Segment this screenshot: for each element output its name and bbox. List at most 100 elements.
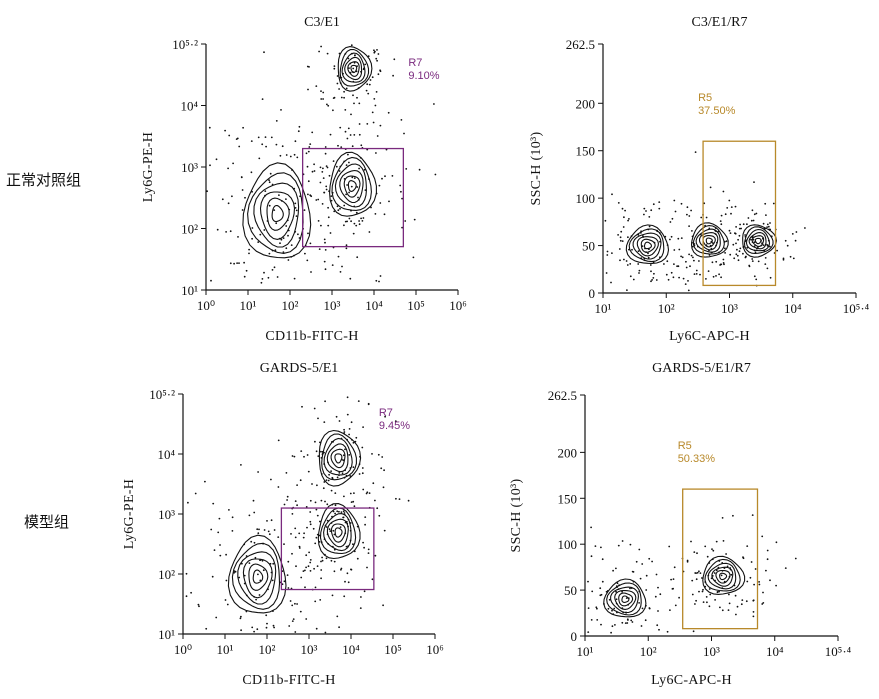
- event-dot: [407, 499, 410, 502]
- event-dot: [709, 186, 712, 189]
- event-dot: [229, 230, 232, 233]
- event-dot: [601, 558, 604, 561]
- event-dot: [336, 205, 339, 208]
- event-dot: [305, 566, 307, 569]
- event-dot: [751, 209, 754, 212]
- event-dot: [347, 57, 350, 60]
- event-dot: [715, 275, 717, 277]
- event-dot: [371, 453, 373, 455]
- event-dot: [782, 258, 785, 261]
- event-dot: [672, 276, 675, 279]
- event-dot: [237, 236, 239, 238]
- event-dot: [313, 407, 316, 410]
- event-dot: [352, 500, 355, 503]
- event-dot: [294, 631, 297, 633]
- event-dot: [293, 455, 296, 458]
- event-dot: [296, 156, 299, 159]
- event-dot: [714, 599, 716, 601]
- contour-line: [323, 437, 353, 476]
- event-dot: [708, 588, 711, 590]
- event-dot: [721, 517, 724, 519]
- event-dot: [306, 165, 309, 168]
- contour-line: [330, 448, 346, 469]
- event-dot: [587, 580, 589, 583]
- event-dot: [187, 501, 189, 504]
- event-dot: [766, 226, 768, 229]
- event-dot: [794, 557, 797, 560]
- event-dot: [627, 619, 629, 621]
- event-dot: [647, 256, 650, 259]
- event-dot: [705, 216, 708, 219]
- event-dot: [334, 512, 336, 515]
- event-dot: [287, 587, 290, 589]
- event-dot: [294, 500, 297, 502]
- event-dot: [261, 98, 264, 100]
- event-dot: [655, 279, 658, 281]
- event-dot: [317, 417, 319, 420]
- contour-line: [326, 443, 349, 473]
- event-dot: [611, 625, 614, 628]
- event-dot: [615, 567, 617, 570]
- event-dot: [229, 262, 232, 265]
- event-dot: [748, 264, 751, 267]
- event-dot: [212, 502, 215, 505]
- event-dot: [766, 267, 769, 270]
- contour-line: [334, 453, 343, 464]
- event-dot: [343, 428, 345, 431]
- event-dot: [305, 506, 308, 508]
- event-dot: [291, 604, 294, 607]
- event-dot: [729, 232, 732, 235]
- event-dot: [264, 190, 267, 193]
- event-dot: [740, 603, 743, 606]
- event-dot: [344, 109, 347, 111]
- event-dot: [739, 247, 742, 250]
- event-dot: [343, 224, 345, 227]
- contour-line: [748, 232, 767, 250]
- event-dot: [185, 595, 188, 598]
- event-dot: [769, 276, 772, 279]
- event-dot: [705, 278, 707, 280]
- event-dot: [720, 263, 723, 266]
- event-dot: [356, 557, 359, 560]
- event-dot: [650, 280, 652, 283]
- event-dot: [345, 247, 348, 250]
- event-dot: [348, 217, 351, 220]
- event-dot: [698, 570, 700, 573]
- event-dot: [329, 133, 332, 136]
- event-dot: [352, 67, 355, 70]
- event-dot: [317, 198, 320, 201]
- event-dot: [596, 607, 598, 610]
- event-dot: [653, 272, 655, 275]
- event-dot: [288, 625, 291, 627]
- event-dot: [331, 594, 334, 597]
- event-dot: [306, 259, 309, 262]
- event-dot: [346, 184, 348, 186]
- event-dot: [336, 476, 339, 479]
- event-dot: [590, 526, 592, 529]
- event-dot: [752, 219, 755, 222]
- event-dot: [231, 195, 233, 198]
- event-dot: [310, 271, 312, 273]
- contour-line: [317, 503, 361, 560]
- event-dot: [745, 600, 748, 603]
- event-dot: [795, 231, 798, 233]
- event-dot: [355, 224, 358, 227]
- event-dot: [357, 400, 360, 402]
- event-dot: [434, 173, 437, 176]
- event-dot: [245, 269, 248, 272]
- event-dot: [693, 259, 695, 262]
- event-dot: [351, 145, 354, 148]
- event-dot: [611, 193, 613, 196]
- event-dot: [741, 599, 744, 601]
- event-dot: [617, 544, 620, 547]
- event-dot: [326, 503, 329, 506]
- event-dot: [348, 428, 351, 430]
- event-dot: [721, 609, 724, 612]
- event-dot: [273, 626, 275, 629]
- event-dot: [324, 249, 327, 251]
- contour-line: [603, 578, 647, 618]
- event-dot: [340, 146, 343, 149]
- event-dot: [704, 545, 707, 548]
- event-dot: [325, 557, 328, 560]
